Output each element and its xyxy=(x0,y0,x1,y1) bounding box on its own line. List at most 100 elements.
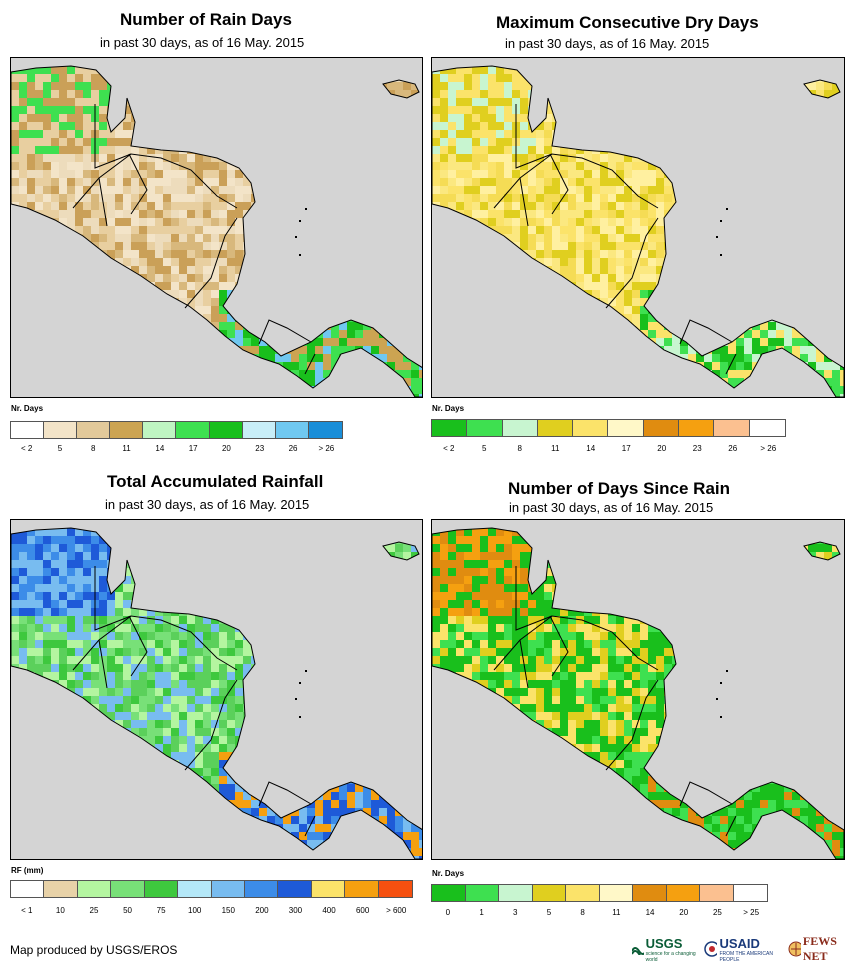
country-border xyxy=(128,153,148,215)
legend-swatch xyxy=(666,885,700,901)
legend-swatch xyxy=(465,885,499,901)
legend-ticks: 0 1 3 5 8 11 14 20 25 > 25 xyxy=(431,908,766,920)
usgs-wave-icon xyxy=(632,947,644,955)
island xyxy=(299,716,301,718)
legend-swatch xyxy=(77,422,111,438)
country-border xyxy=(515,104,553,169)
legend-tick-label: 14 xyxy=(155,444,165,453)
grid-cells xyxy=(432,528,844,859)
legend-swatch xyxy=(733,885,767,901)
usgs-logo[interactable]: USGS science for a changing world xyxy=(632,936,698,963)
legend-tick-label: 25 xyxy=(89,906,99,915)
legend-tick-label: 100 xyxy=(188,906,202,915)
legend-swatch xyxy=(566,885,600,901)
legend-tick-label: 200 xyxy=(255,906,269,915)
legend-tick-label: 5 xyxy=(57,444,63,453)
legend-swatch xyxy=(144,881,179,897)
country-border xyxy=(605,679,659,771)
legend-tick-label: 0 xyxy=(445,908,451,917)
legend-tick-label: 8 xyxy=(91,444,96,453)
legend-swatch xyxy=(643,420,680,436)
legend-swatch xyxy=(311,881,346,897)
legend-tick-label: 150 xyxy=(221,906,235,915)
island xyxy=(299,254,301,256)
country-border xyxy=(258,781,312,807)
country-border xyxy=(258,319,312,345)
country-border xyxy=(98,639,108,689)
legend-swatch xyxy=(110,422,144,438)
legend-title: Nr. Days xyxy=(432,869,465,878)
legend-tick-label: > 25 xyxy=(743,908,760,917)
country-border xyxy=(515,566,553,631)
legend-bar xyxy=(10,880,413,898)
legend-tick-label: 3 xyxy=(513,908,518,917)
island xyxy=(720,682,722,684)
legend-swatch xyxy=(11,422,45,438)
map-days-since-rain[interactable] xyxy=(431,519,845,860)
fewsnet-globe-icon xyxy=(788,941,801,957)
legend-swatch xyxy=(111,881,145,897)
legend-swatch xyxy=(532,885,566,901)
grid-cells xyxy=(432,66,844,397)
island xyxy=(720,716,722,718)
legend-bar xyxy=(10,421,343,439)
legend-swatch xyxy=(714,420,750,436)
grid-cells xyxy=(11,528,422,859)
legend-tick-label: 17 xyxy=(621,444,631,453)
legend-swatch xyxy=(11,881,45,897)
legend-tick-label: 11 xyxy=(122,444,131,453)
legend-tick-label: 26 xyxy=(288,444,298,453)
island xyxy=(720,254,722,256)
legend-tick-label: < 2 xyxy=(443,444,455,453)
island xyxy=(299,220,301,222)
legend-tick-label: 20 xyxy=(221,444,231,453)
legend-swatch xyxy=(77,881,112,897)
panel-title: Total Accumulated Rainfall xyxy=(107,472,324,491)
legend-swatch xyxy=(502,420,538,436)
fewsnet-logo-text: FEWS NET xyxy=(802,934,837,963)
legend-tick-label: 75 xyxy=(156,906,166,915)
island xyxy=(716,698,718,700)
legend-swatch xyxy=(176,422,210,438)
country-border xyxy=(549,153,569,215)
legend-ticks: < 1 10 25 50 75 100 150 200 300 400 600 > 600 xyxy=(10,906,411,918)
legend-tick-label: 23 xyxy=(255,444,265,453)
usgs-tagline: science for a changing world xyxy=(645,950,696,963)
legend-tick-label: 5 xyxy=(546,908,552,917)
legend-swatch xyxy=(679,420,715,436)
legend-title: RF (mm) xyxy=(11,866,44,875)
legend-tick-label: < 1 xyxy=(21,906,33,915)
fewsnet-logo[interactable]: FEWS NET xyxy=(788,934,854,964)
legend-swatch xyxy=(749,420,785,436)
usaid-logo[interactable]: USAID FROM THE AMERICAN PEOPLE xyxy=(704,936,781,963)
legend-swatch xyxy=(242,422,276,438)
map-canvas xyxy=(432,527,844,859)
logo-strip: USGS science for a changing world USAID FR… xyxy=(632,934,854,964)
country-border xyxy=(94,104,132,169)
legend-swatch xyxy=(378,881,413,897)
legend-tick-label: 11 xyxy=(551,444,560,453)
island xyxy=(726,670,728,672)
coastline xyxy=(432,527,844,859)
coastline xyxy=(11,65,422,397)
country-border xyxy=(128,615,148,677)
legend-swatch xyxy=(345,881,379,897)
country-border xyxy=(605,217,659,309)
usgs-logo-text: USGS xyxy=(645,935,683,951)
island xyxy=(716,236,718,238)
island xyxy=(720,220,722,222)
legend-swatch xyxy=(573,420,609,436)
legend-swatch xyxy=(537,420,574,436)
legend-swatch xyxy=(633,885,667,901)
country-border xyxy=(94,566,132,631)
map-rain-days[interactable] xyxy=(10,57,423,398)
legend-swatch xyxy=(44,881,78,897)
country-border xyxy=(549,615,569,677)
map-max-dry-days[interactable] xyxy=(431,57,845,398)
legend-tick-label: 23 xyxy=(692,444,702,453)
map-total-rainfall[interactable] xyxy=(10,519,423,860)
legend-swatch xyxy=(244,881,279,897)
island xyxy=(295,698,297,700)
legend-tick-label: 25 xyxy=(712,908,722,917)
legend-tick-label: 14 xyxy=(645,908,655,917)
